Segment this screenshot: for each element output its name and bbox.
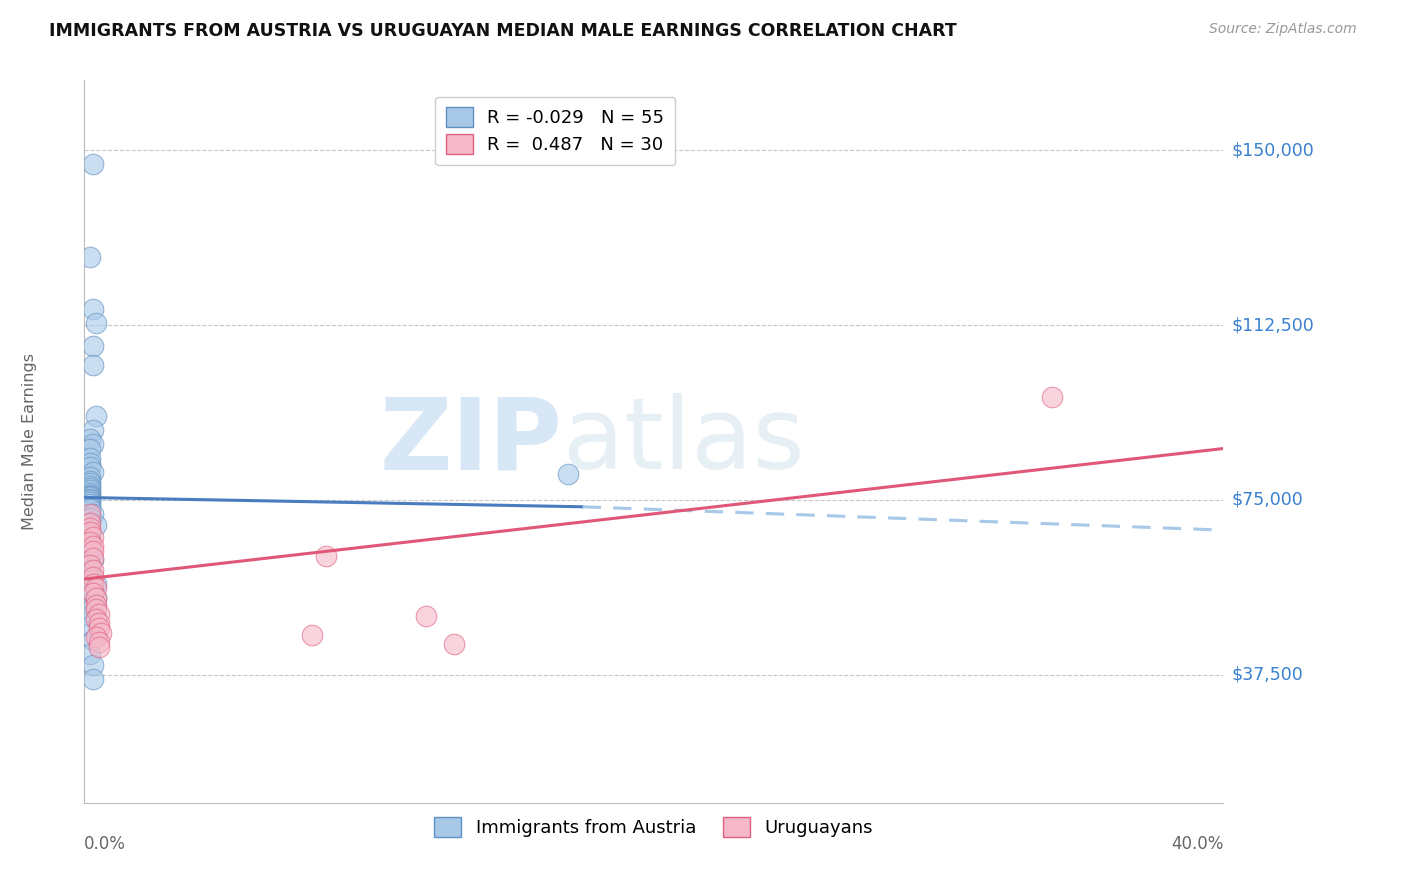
Point xyxy=(82,465,104,479)
Point xyxy=(82,358,104,372)
Point xyxy=(79,516,101,530)
Point xyxy=(79,530,101,544)
Point xyxy=(79,647,101,661)
Point xyxy=(557,467,579,482)
Text: atlas: atlas xyxy=(562,393,804,490)
Point xyxy=(79,483,101,498)
Point xyxy=(79,474,101,488)
Point xyxy=(79,491,101,506)
Point xyxy=(301,628,323,642)
Point xyxy=(84,518,107,533)
Point xyxy=(82,551,104,566)
Point xyxy=(82,437,104,451)
Point xyxy=(79,495,101,509)
Point xyxy=(84,598,107,612)
Point xyxy=(82,530,104,544)
Point xyxy=(82,301,104,316)
Point xyxy=(443,637,465,651)
Point xyxy=(79,516,101,530)
Point xyxy=(79,460,101,475)
Point xyxy=(82,600,104,615)
Point xyxy=(82,658,104,673)
Point xyxy=(82,339,104,353)
Point xyxy=(79,500,101,514)
Point xyxy=(79,450,101,465)
Point xyxy=(79,540,101,554)
Point xyxy=(79,491,101,505)
Point xyxy=(82,544,104,558)
Point xyxy=(79,549,101,563)
Point xyxy=(79,521,101,535)
Point xyxy=(82,582,104,596)
Point xyxy=(84,591,107,605)
Point xyxy=(82,563,104,577)
Legend: Immigrants from Austria, Uruguayans: Immigrants from Austria, Uruguayans xyxy=(427,810,880,845)
Point xyxy=(79,251,101,265)
Point xyxy=(79,489,101,503)
Point xyxy=(79,432,101,446)
Point xyxy=(84,582,107,596)
Point xyxy=(82,540,104,554)
Point xyxy=(87,640,110,654)
Point xyxy=(79,485,101,500)
Text: $37,500: $37,500 xyxy=(1232,665,1303,683)
Point xyxy=(84,630,107,644)
Point xyxy=(84,409,107,423)
Text: Median Male Earnings: Median Male Earnings xyxy=(22,353,37,530)
Point xyxy=(79,511,101,525)
Text: Source: ZipAtlas.com: Source: ZipAtlas.com xyxy=(1209,22,1357,37)
Point xyxy=(90,625,112,640)
Point xyxy=(79,618,101,632)
Point xyxy=(79,563,101,577)
Point xyxy=(79,476,101,491)
Point xyxy=(79,570,101,584)
Text: 0.0%: 0.0% xyxy=(84,835,127,854)
Point xyxy=(79,534,101,549)
Point xyxy=(82,507,104,521)
Point xyxy=(87,635,110,649)
Point xyxy=(79,498,101,512)
Point xyxy=(79,534,101,549)
Point xyxy=(79,609,101,624)
Point xyxy=(79,558,101,572)
Point xyxy=(79,502,101,516)
Point xyxy=(82,586,104,600)
Point xyxy=(79,488,101,502)
Point xyxy=(79,525,101,540)
Point xyxy=(87,621,110,635)
Point xyxy=(79,507,101,521)
Point xyxy=(1042,390,1064,404)
Point xyxy=(79,492,101,507)
Point xyxy=(82,157,104,171)
Point xyxy=(82,632,104,647)
Point xyxy=(82,586,104,600)
Point xyxy=(79,481,101,495)
Point xyxy=(87,616,110,631)
Point xyxy=(84,591,107,605)
Point xyxy=(82,576,104,591)
Point xyxy=(82,673,104,687)
Text: $75,000: $75,000 xyxy=(1232,491,1303,508)
Point xyxy=(315,549,337,563)
Point xyxy=(79,456,101,470)
Point xyxy=(415,609,437,624)
Point xyxy=(79,479,101,493)
Point xyxy=(84,576,107,591)
Point xyxy=(79,442,101,456)
Point xyxy=(84,602,107,616)
Point xyxy=(82,423,104,437)
Point xyxy=(82,570,104,584)
Text: 40.0%: 40.0% xyxy=(1171,835,1223,854)
Point xyxy=(84,316,107,330)
Text: $150,000: $150,000 xyxy=(1232,141,1315,159)
Point xyxy=(79,469,101,483)
Point xyxy=(87,607,110,621)
Point xyxy=(84,612,107,626)
Point xyxy=(82,553,104,567)
Text: $112,500: $112,500 xyxy=(1232,316,1315,334)
Text: ZIP: ZIP xyxy=(380,393,562,490)
Point xyxy=(79,525,101,540)
Text: IMMIGRANTS FROM AUSTRIA VS URUGUAYAN MEDIAN MALE EARNINGS CORRELATION CHART: IMMIGRANTS FROM AUSTRIA VS URUGUAYAN MED… xyxy=(49,22,957,40)
